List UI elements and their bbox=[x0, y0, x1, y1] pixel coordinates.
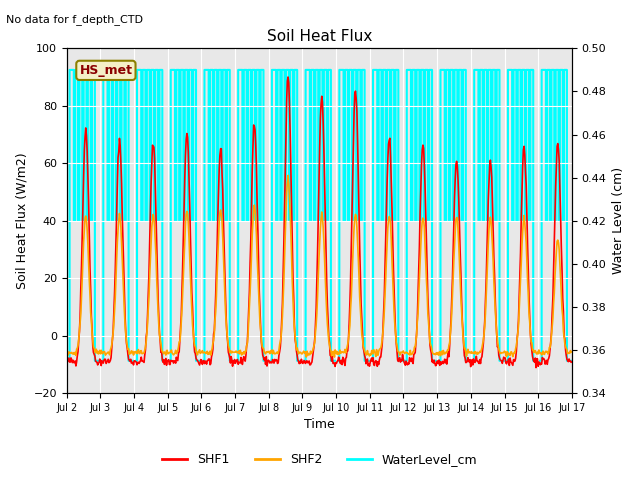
Text: HS_met: HS_met bbox=[79, 64, 132, 77]
Legend: SHF1, SHF2, WaterLevel_cm: SHF1, SHF2, WaterLevel_cm bbox=[157, 448, 483, 471]
Text: No data for f_depth_CTD: No data for f_depth_CTD bbox=[6, 14, 143, 25]
Title: Soil Heat Flux: Soil Heat Flux bbox=[267, 29, 372, 44]
Y-axis label: Water Level (cm): Water Level (cm) bbox=[612, 167, 625, 274]
X-axis label: Time: Time bbox=[304, 419, 335, 432]
Y-axis label: Soil Heat Flux (W/m2): Soil Heat Flux (W/m2) bbox=[15, 153, 28, 289]
